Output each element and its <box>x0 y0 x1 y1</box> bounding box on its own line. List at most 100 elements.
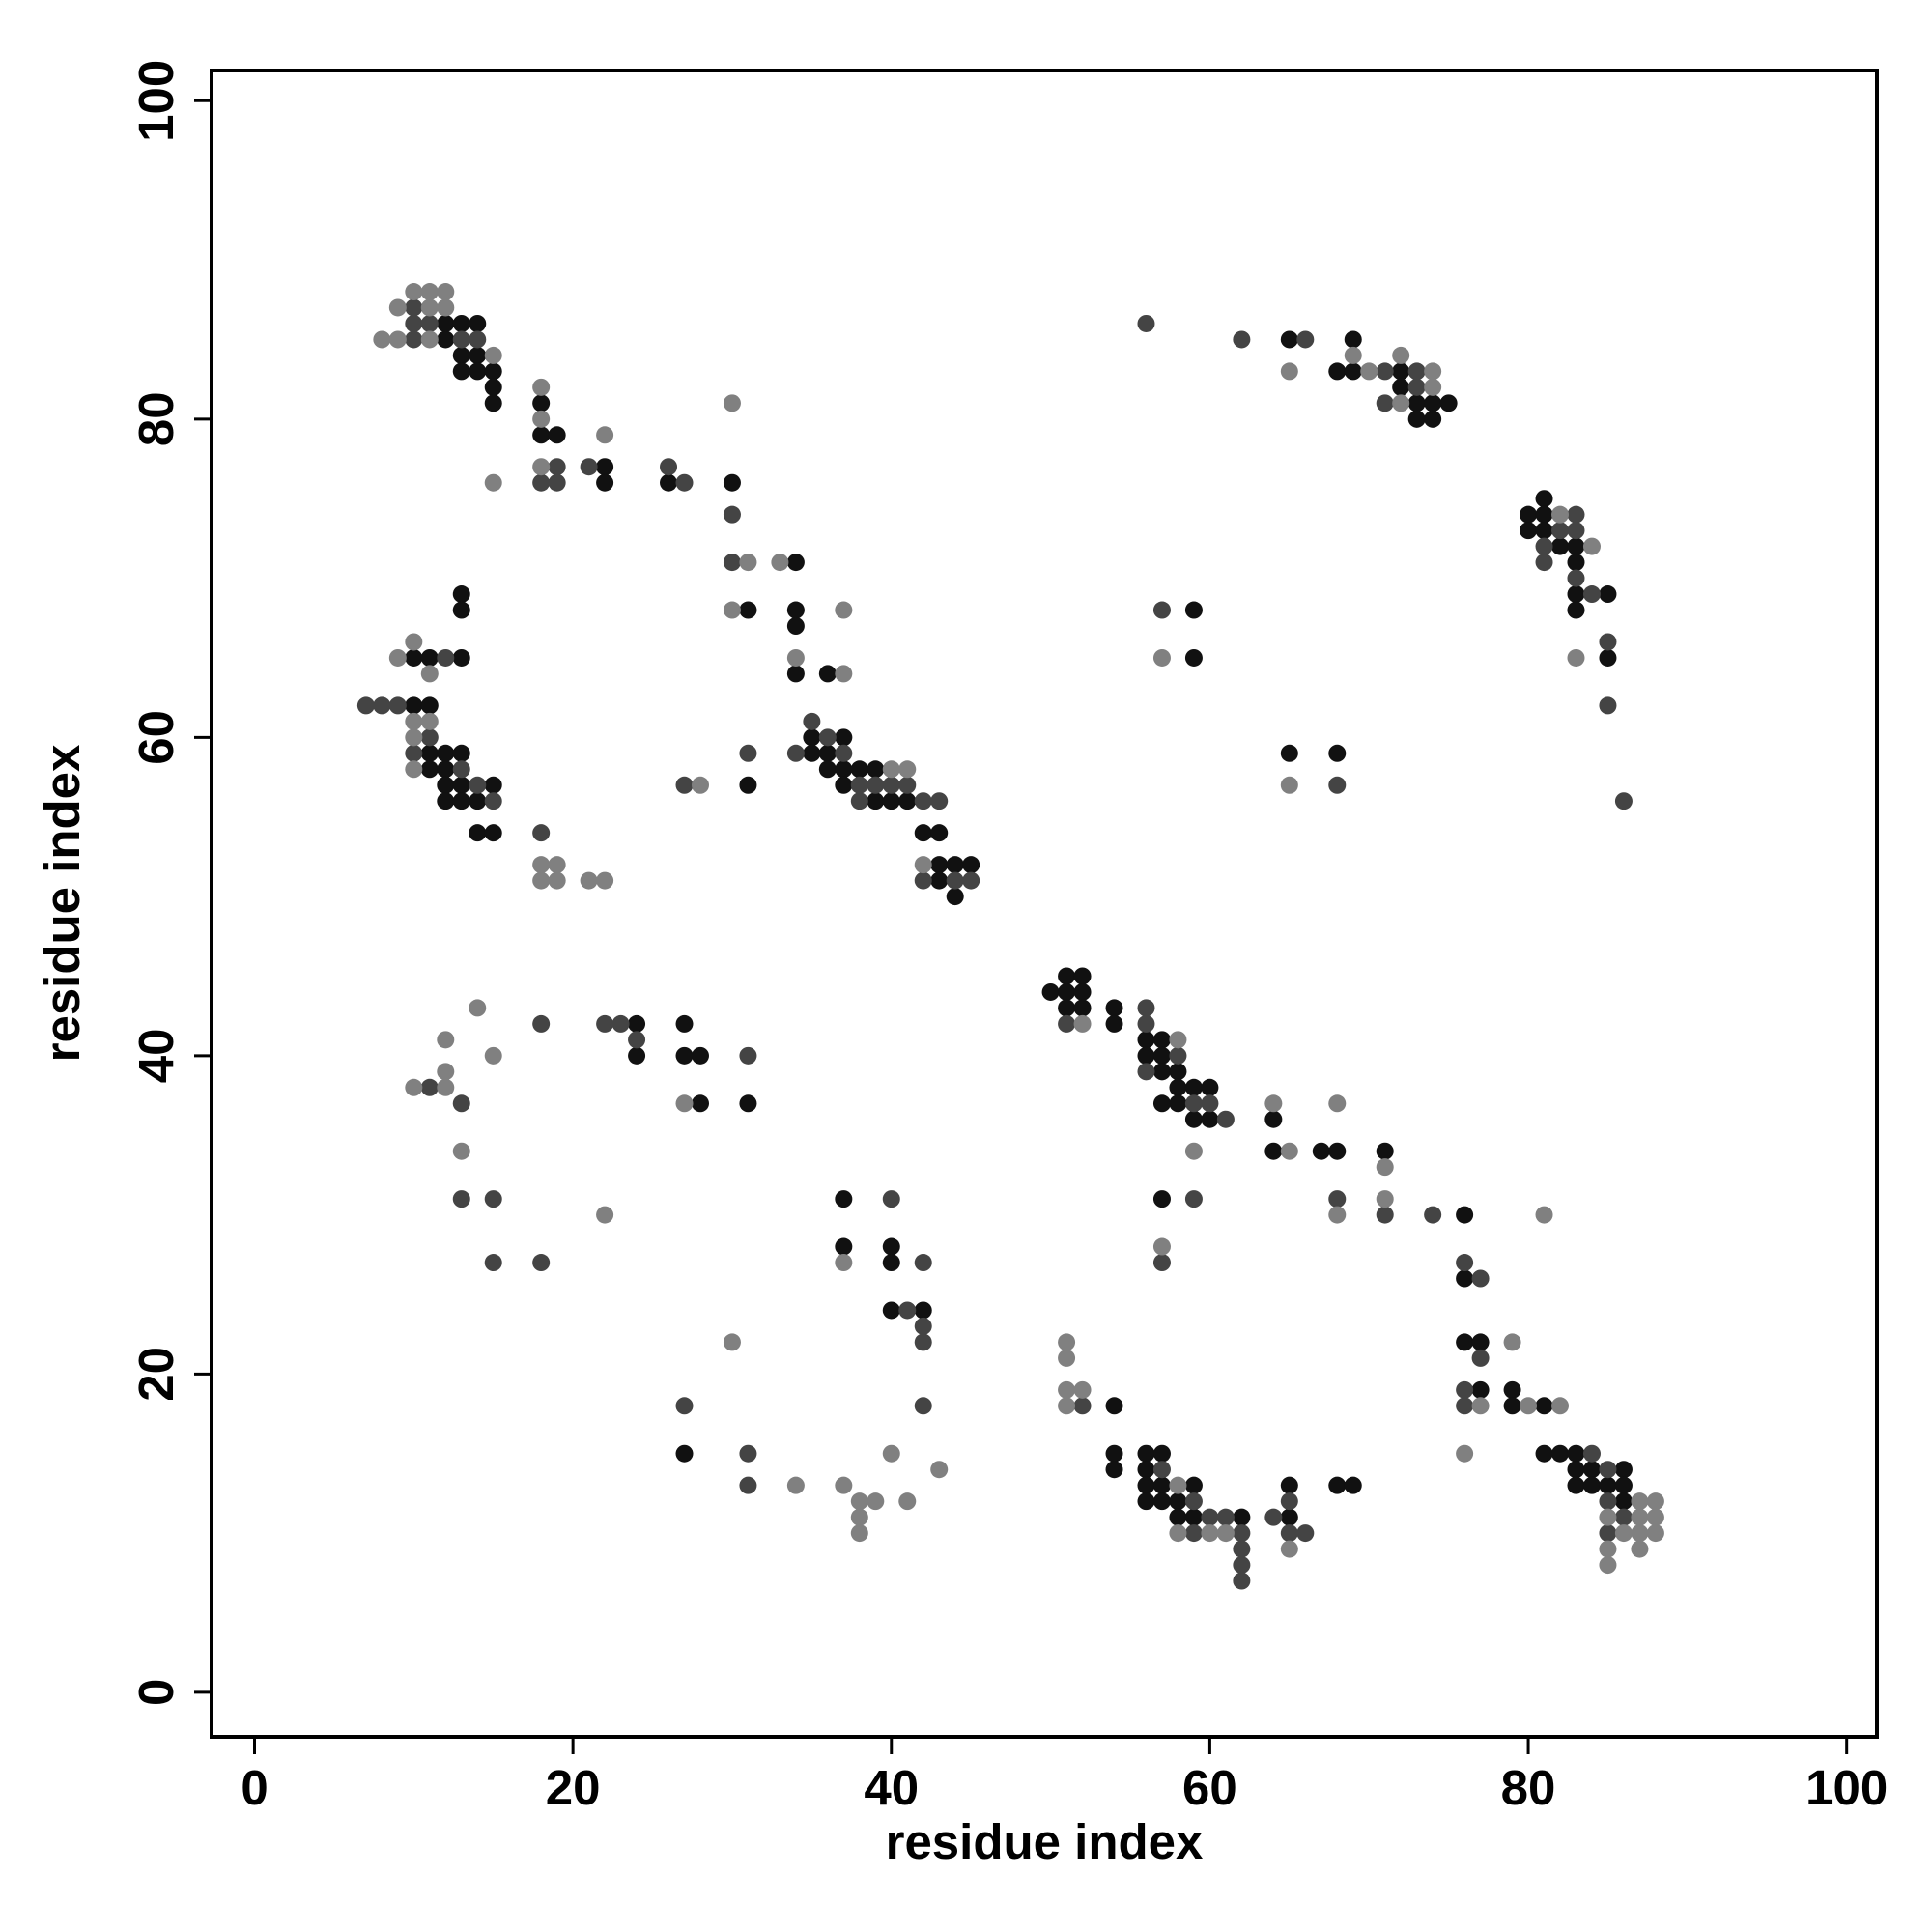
point <box>1137 1063 1155 1081</box>
point <box>1599 1476 1617 1494</box>
point <box>437 792 455 810</box>
point <box>1152 1444 1171 1463</box>
point <box>452 760 470 779</box>
x-tick-label: 40 <box>864 1760 919 1815</box>
point <box>1599 633 1617 651</box>
point <box>437 744 455 762</box>
point <box>835 760 853 779</box>
point <box>723 394 741 412</box>
point <box>1535 554 1553 572</box>
point <box>1105 999 1123 1017</box>
point <box>1407 362 1426 381</box>
point <box>1058 1014 1076 1033</box>
point <box>739 1476 757 1494</box>
point <box>1152 1492 1171 1511</box>
point <box>420 298 439 317</box>
point <box>1631 1540 1649 1558</box>
point <box>484 346 502 364</box>
point <box>1201 1078 1219 1096</box>
point <box>882 1301 900 1320</box>
point <box>723 601 741 619</box>
point <box>1631 1524 1649 1543</box>
point <box>723 505 741 524</box>
point <box>1058 1349 1076 1367</box>
point <box>1058 982 1076 1001</box>
point <box>1535 537 1553 555</box>
point <box>356 696 375 715</box>
point <box>1328 1206 1347 1224</box>
point <box>1152 1476 1171 1494</box>
point <box>1567 1461 1585 1479</box>
point <box>1280 1508 1298 1526</box>
point <box>1233 1524 1251 1543</box>
point <box>867 1492 885 1511</box>
point <box>1456 1380 1474 1399</box>
point <box>1184 1476 1203 1494</box>
point <box>1328 1142 1347 1160</box>
point <box>405 314 423 332</box>
point <box>850 776 868 794</box>
point <box>405 298 423 317</box>
point <box>388 696 407 715</box>
point <box>835 1190 853 1208</box>
point <box>1456 1206 1474 1224</box>
point <box>532 458 551 476</box>
point <box>1599 1540 1617 1558</box>
point <box>1614 1476 1633 1494</box>
point <box>1152 1046 1171 1065</box>
point <box>1582 1444 1601 1463</box>
point <box>1424 394 1442 412</box>
point <box>898 1301 917 1320</box>
point <box>437 648 455 667</box>
point <box>1424 362 1442 381</box>
point <box>452 744 470 762</box>
point <box>1582 1476 1601 1494</box>
point <box>818 760 837 779</box>
point <box>1551 1444 1570 1463</box>
point <box>930 856 949 874</box>
point <box>850 1508 868 1526</box>
point <box>1058 1397 1076 1415</box>
x-tick-label: 0 <box>241 1760 268 1815</box>
point <box>1152 648 1171 667</box>
point <box>1614 1524 1633 1543</box>
point <box>452 601 470 619</box>
point <box>596 871 614 890</box>
point <box>786 744 805 762</box>
point <box>1137 1461 1155 1479</box>
point <box>1264 1110 1283 1128</box>
point <box>1567 585 1585 604</box>
point <box>1520 522 1538 540</box>
point <box>914 1301 932 1320</box>
point <box>437 283 455 301</box>
y-axis-title: residue index <box>35 745 90 1063</box>
point <box>1535 505 1553 524</box>
point <box>1280 776 1298 794</box>
point <box>405 648 423 667</box>
point <box>1105 1014 1123 1033</box>
point <box>1551 522 1570 540</box>
point <box>1567 522 1585 540</box>
point <box>1105 1461 1123 1479</box>
point <box>1216 1524 1235 1543</box>
point <box>835 665 853 683</box>
point <box>930 871 949 890</box>
point <box>1646 1492 1664 1511</box>
point <box>930 824 949 842</box>
point <box>469 792 487 810</box>
point <box>1328 1190 1347 1208</box>
point <box>437 1063 455 1081</box>
point <box>1073 999 1092 1017</box>
point <box>628 1014 646 1033</box>
point <box>1376 362 1394 381</box>
point <box>1599 585 1617 604</box>
point <box>739 1444 757 1463</box>
point <box>452 792 470 810</box>
point <box>867 760 885 779</box>
point <box>1152 1031 1171 1049</box>
point <box>1169 1492 1187 1511</box>
point <box>803 744 821 762</box>
point <box>882 776 900 794</box>
point <box>1233 1508 1251 1526</box>
point <box>1280 1142 1298 1160</box>
